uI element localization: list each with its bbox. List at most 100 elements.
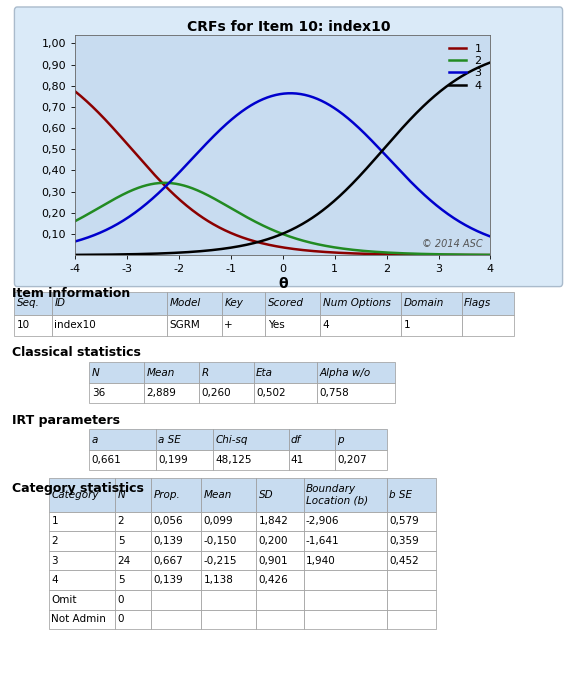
Text: Boundary
Location (b): Boundary Location (b)	[306, 484, 368, 505]
Text: Omit: Omit	[51, 595, 77, 605]
Text: Mean: Mean	[204, 490, 232, 500]
Text: 0,099: 0,099	[204, 517, 233, 526]
Text: 0,502: 0,502	[256, 388, 286, 398]
Text: p: p	[337, 435, 343, 445]
Text: a SE: a SE	[158, 435, 181, 445]
Text: 1,940: 1,940	[306, 556, 336, 565]
Text: Scored: Scored	[268, 298, 304, 308]
4	[487, 58, 494, 66]
Text: Not Admin: Not Admin	[51, 614, 106, 624]
Text: SD: SD	[258, 490, 273, 500]
Text: 0: 0	[118, 614, 124, 624]
Text: 1,842: 1,842	[258, 517, 288, 526]
3	[72, 237, 78, 245]
Text: ID: ID	[54, 298, 65, 308]
2	[297, 236, 304, 244]
Text: N: N	[118, 490, 125, 500]
4	[319, 206, 326, 215]
Text: 0,139: 0,139	[153, 536, 183, 546]
2	[72, 217, 78, 225]
Text: 0,260: 0,260	[201, 388, 231, 398]
Text: Domain: Domain	[403, 298, 444, 308]
Text: b SE: b SE	[389, 490, 413, 500]
Text: 0,667: 0,667	[153, 556, 183, 565]
3	[297, 90, 304, 99]
3	[287, 89, 294, 97]
2	[478, 251, 485, 259]
Text: -1,641: -1,641	[306, 536, 339, 546]
2	[487, 251, 494, 259]
Text: Category: Category	[51, 490, 99, 500]
Text: 5: 5	[118, 536, 124, 546]
Text: 0,200: 0,200	[258, 536, 288, 546]
Text: df: df	[291, 435, 301, 445]
Text: 0,661: 0,661	[92, 455, 122, 465]
Text: Mean: Mean	[147, 368, 175, 377]
1	[72, 87, 78, 96]
1	[297, 245, 304, 254]
Text: 0,758: 0,758	[320, 388, 350, 398]
Text: 1: 1	[403, 320, 410, 330]
Text: Model: Model	[170, 298, 201, 308]
Text: +: +	[224, 320, 233, 330]
1	[271, 242, 278, 250]
Text: Prop.: Prop.	[153, 490, 180, 500]
3	[478, 229, 485, 237]
Text: 0,452: 0,452	[389, 556, 419, 565]
2	[320, 241, 327, 250]
Line: 4: 4	[75, 62, 490, 255]
Text: CRFs for Item 10: index10: CRFs for Item 10: index10	[187, 20, 390, 34]
Text: 1,138: 1,138	[204, 575, 234, 585]
Text: 10: 10	[17, 320, 30, 330]
1	[319, 247, 326, 256]
Text: Alpha w/o: Alpha w/o	[320, 368, 371, 377]
Text: Category statistics: Category statistics	[12, 482, 144, 496]
3	[271, 91, 278, 99]
Text: 0,199: 0,199	[158, 455, 188, 465]
Text: Item information: Item information	[12, 287, 130, 300]
Text: 3: 3	[51, 556, 58, 565]
Text: 4: 4	[323, 320, 329, 330]
Text: Key: Key	[224, 298, 243, 308]
Line: 2: 2	[75, 183, 490, 255]
1	[477, 251, 484, 259]
2	[272, 227, 279, 236]
Text: IRT parameters: IRT parameters	[12, 414, 119, 427]
Line: 3: 3	[75, 93, 490, 241]
1	[269, 241, 276, 250]
4	[412, 110, 419, 118]
Text: Seq.: Seq.	[17, 298, 40, 308]
Text: Eta: Eta	[256, 368, 273, 377]
4	[269, 233, 276, 242]
Text: 2: 2	[118, 517, 124, 526]
3	[269, 92, 276, 100]
Legend: 1, 2, 3, 4: 1, 2, 3, 4	[445, 41, 485, 94]
Text: Yes: Yes	[268, 320, 284, 330]
Text: 48,125: 48,125	[216, 455, 252, 465]
2	[413, 250, 420, 258]
3	[487, 232, 494, 240]
4	[271, 233, 278, 241]
2	[269, 226, 276, 234]
Text: SGRM: SGRM	[170, 320, 200, 330]
Text: index10: index10	[54, 320, 96, 330]
Text: -2,906: -2,906	[306, 517, 339, 526]
Text: Flags: Flags	[464, 298, 491, 308]
Text: Classical statistics: Classical statistics	[12, 346, 140, 359]
Text: -0,215: -0,215	[204, 556, 237, 565]
Text: N: N	[92, 368, 99, 377]
Text: © 2014 ASC: © 2014 ASC	[422, 238, 482, 249]
1	[412, 250, 419, 259]
Text: 0,139: 0,139	[153, 575, 183, 585]
Text: 0,579: 0,579	[389, 517, 419, 526]
Text: -0,150: -0,150	[204, 536, 237, 546]
4	[297, 222, 304, 230]
Text: 2: 2	[51, 536, 58, 546]
3	[320, 97, 327, 106]
Text: 0,426: 0,426	[258, 575, 288, 585]
Text: 36: 36	[92, 388, 105, 398]
X-axis label: θ: θ	[278, 277, 287, 291]
Text: R: R	[201, 368, 209, 377]
Text: 5: 5	[118, 575, 124, 585]
Text: 41: 41	[291, 455, 304, 465]
